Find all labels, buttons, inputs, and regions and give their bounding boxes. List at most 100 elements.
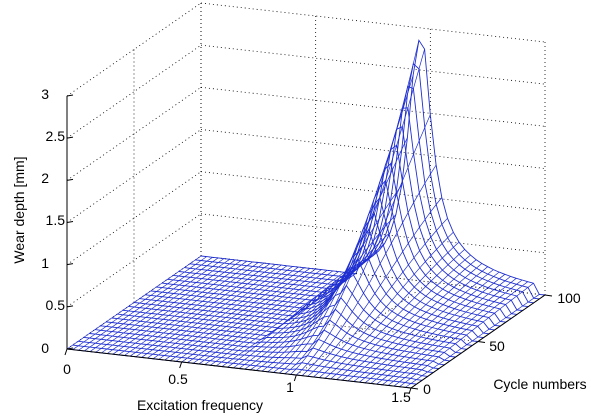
x-tick: 0 xyxy=(63,361,71,377)
grid-line xyxy=(66,129,202,223)
grid-line xyxy=(200,171,546,212)
y-tick: 100 xyxy=(557,290,581,306)
mesh-line xyxy=(255,232,391,371)
z-tick: 3 xyxy=(41,86,49,102)
x-axis-ticks: 0 0.5 1 1.5 xyxy=(63,361,411,405)
mesh-line xyxy=(278,75,414,374)
z-axis-label: Wear depth [mm] xyxy=(11,156,27,263)
y-axis-label: Cycle numbers xyxy=(493,376,586,392)
mesh-line xyxy=(135,263,271,358)
mesh-line xyxy=(284,40,420,374)
mesh-line xyxy=(175,268,311,362)
grid-line xyxy=(66,44,202,139)
x-axis-line xyxy=(66,348,412,389)
mesh-line xyxy=(195,62,540,300)
z-tick-mark xyxy=(66,263,74,266)
z-tick-mark xyxy=(66,305,74,308)
mesh-line xyxy=(215,272,351,367)
z-tick-mark xyxy=(66,347,74,350)
mesh-line xyxy=(221,273,356,367)
mesh-line xyxy=(399,282,534,387)
mesh-line xyxy=(307,197,443,377)
mesh-line xyxy=(261,214,397,372)
mesh-line xyxy=(192,270,328,364)
mesh-line xyxy=(122,284,467,350)
grid-line xyxy=(133,302,479,342)
mesh-line xyxy=(95,259,230,353)
y-tick-mark xyxy=(477,341,486,343)
mesh-line xyxy=(387,279,523,386)
mesh-line xyxy=(210,272,345,366)
mesh-line xyxy=(189,85,534,304)
surface-mesh xyxy=(66,39,546,389)
mesh-line xyxy=(324,241,460,379)
mesh-line xyxy=(198,270,334,365)
z-tick: 0 xyxy=(41,340,49,356)
mesh-line xyxy=(106,260,242,354)
mesh-line xyxy=(141,264,276,358)
y-tick: 0 xyxy=(423,381,431,397)
y-tick: 50 xyxy=(489,338,505,354)
x-tick: 1 xyxy=(286,379,294,395)
mesh-line xyxy=(347,263,483,382)
mesh-line xyxy=(393,281,529,387)
mesh-line xyxy=(184,107,529,308)
mesh-line xyxy=(405,294,540,388)
mesh-line xyxy=(313,218,448,378)
grid-line xyxy=(200,86,546,127)
z-tick: 0.5 xyxy=(46,297,66,313)
y-tick-mark xyxy=(410,387,419,390)
mesh-line xyxy=(147,264,282,359)
z-tick: 1.5 xyxy=(46,212,66,228)
mesh-line xyxy=(204,271,339,365)
x-tick-mark xyxy=(179,361,183,369)
mesh-line xyxy=(89,258,225,352)
mesh-line xyxy=(84,257,219,352)
z-tick: 2 xyxy=(41,170,49,186)
mesh-line xyxy=(164,266,299,361)
grid-line xyxy=(200,213,546,254)
mesh-line xyxy=(301,164,437,376)
mesh-line xyxy=(187,269,322,363)
y-axis-ticks: 0 50 100 xyxy=(423,290,581,397)
mesh-line xyxy=(330,249,465,380)
grid-line xyxy=(200,2,546,43)
z-tick: 2.5 xyxy=(46,128,66,144)
mesh-line xyxy=(296,114,431,376)
grid-line xyxy=(200,129,546,169)
x-tick-mark xyxy=(293,374,297,382)
z-tick-mark xyxy=(66,178,74,181)
mesh-line xyxy=(152,265,288,360)
mesh-line xyxy=(78,257,213,351)
z-tick-mark xyxy=(66,221,74,223)
mesh-line xyxy=(72,256,207,350)
mesh-line xyxy=(359,269,494,383)
mesh-line xyxy=(112,260,248,355)
x-tick-mark xyxy=(408,387,412,395)
z-tick-mark xyxy=(66,94,74,97)
z-tick-mark xyxy=(66,136,74,139)
mesh-line xyxy=(227,260,362,368)
mesh-line xyxy=(382,278,517,386)
mesh-line xyxy=(336,254,471,380)
mesh-line xyxy=(319,231,454,378)
x-axis-label: Excitation frequency xyxy=(137,397,263,413)
x-tick-mark xyxy=(64,348,68,356)
mesh-line xyxy=(169,267,305,361)
axes-lines xyxy=(64,94,553,395)
mesh-line xyxy=(200,39,546,296)
z-axis-ticks: 0 0.5 1 1.5 2 2.5 3 xyxy=(41,86,65,356)
x-tick: 1.5 xyxy=(391,389,411,405)
y-tick-mark xyxy=(544,294,553,297)
mesh-line xyxy=(233,258,368,369)
mesh-line xyxy=(341,259,477,381)
mesh-line xyxy=(178,126,523,311)
mesh-line xyxy=(66,255,202,350)
mesh-line xyxy=(250,243,385,371)
mesh-line xyxy=(370,274,506,384)
grid-line xyxy=(200,44,546,85)
mesh-line xyxy=(101,259,236,354)
mesh-line xyxy=(376,276,511,385)
z-tick: 1 xyxy=(41,255,49,271)
mesh-line xyxy=(124,262,259,356)
